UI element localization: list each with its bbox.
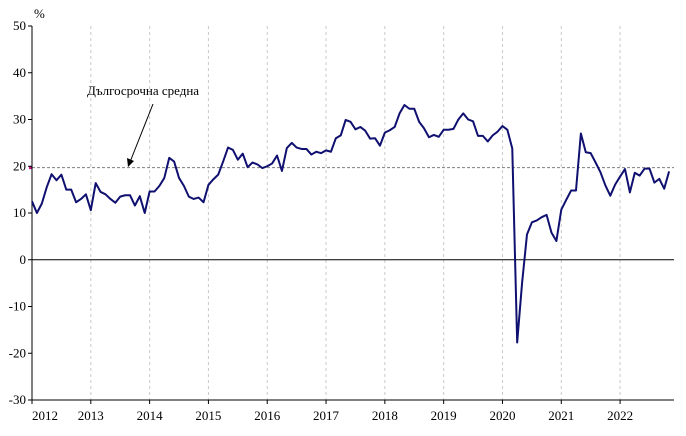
y-tick-label: 20	[13, 158, 26, 173]
x-tick-label: 2022	[607, 408, 633, 423]
label-layer: % 2012 2013 2014 2015 2016 2017 2018 2019 2020 20…	[9, 6, 633, 423]
y-unit-label: %	[34, 6, 45, 21]
y-tick-label: 0	[20, 252, 27, 267]
x-tick-label: 2015	[195, 408, 221, 423]
x-tick-label: 2012	[32, 408, 58, 423]
x-tick-label: 2013	[78, 408, 104, 423]
annotation-arrow-head	[127, 158, 134, 167]
y-tick-label: 30	[13, 112, 26, 127]
y-tick-label: -30	[9, 392, 26, 407]
x-tick-label: 2020	[489, 408, 515, 423]
y-tick-label: -10	[9, 299, 26, 314]
x-tick-label: 2021	[548, 408, 574, 423]
y-tick-label: 10	[13, 205, 26, 220]
series-layer	[31, 104, 671, 344]
y-tick-label: 50	[13, 18, 26, 33]
x-tick-label: 2014	[137, 408, 164, 423]
annotation-arrow-shaft	[129, 103, 154, 163]
long-term-average-marker	[29, 166, 32, 170]
x-tick-label: 2016	[254, 408, 281, 423]
reference-layer	[29, 166, 674, 170]
y-tick-label: -20	[9, 345, 26, 360]
axis-layer	[28, 25, 674, 404]
series-line	[31, 104, 671, 344]
y-tick-label: 40	[13, 65, 26, 80]
reference-line-label: Дългосрочна средна	[87, 83, 199, 98]
x-tick-label: 2017	[313, 408, 340, 423]
x-tick-label: 2018	[372, 408, 398, 423]
annotation-layer: Дългосрочна средна	[87, 83, 199, 167]
x-tick-label: 2019	[431, 408, 457, 423]
grid-layer	[90, 26, 621, 400]
